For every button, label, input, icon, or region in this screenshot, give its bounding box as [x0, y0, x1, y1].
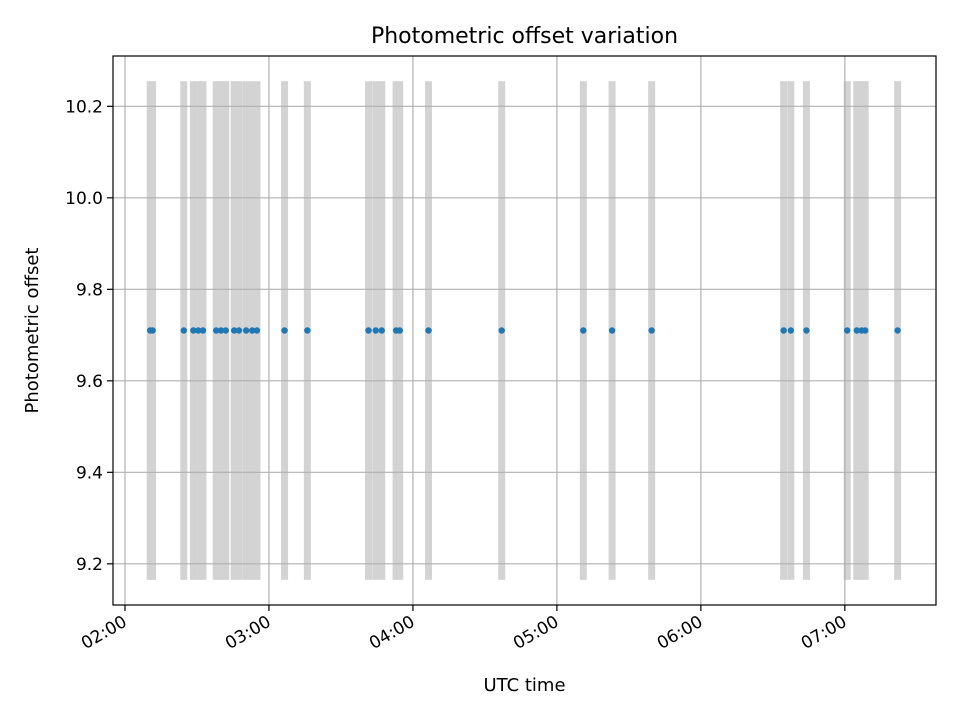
data-point — [894, 327, 901, 334]
data-point — [803, 327, 810, 334]
data-point — [372, 327, 379, 334]
data-point — [648, 327, 655, 334]
y-tick-label: 9.2 — [76, 555, 103, 575]
data-point — [235, 327, 243, 334]
data-point — [190, 327, 197, 334]
data-point — [149, 327, 156, 334]
plot-frame — [112, 55, 937, 606]
data-point — [222, 327, 229, 334]
data-point — [365, 327, 372, 334]
data-point — [787, 327, 795, 334]
y-tick-label: 10.2 — [65, 97, 103, 117]
data-point — [230, 327, 238, 334]
data-point — [498, 327, 505, 334]
data-point — [608, 327, 616, 334]
data-points — [146, 327, 901, 334]
data-point — [425, 327, 432, 334]
data-point — [853, 327, 861, 334]
data-point — [199, 327, 207, 334]
data-point — [281, 327, 288, 334]
data-point — [862, 327, 869, 334]
data-point — [180, 327, 187, 334]
data-point — [844, 327, 851, 334]
data-point — [396, 327, 403, 334]
data-point — [242, 327, 250, 334]
data-point — [304, 327, 311, 334]
data-point — [212, 327, 220, 334]
data-point — [248, 327, 256, 334]
data-point — [217, 327, 225, 334]
y-tick-label: 9.6 — [76, 372, 103, 392]
y-axis-label: Photometric offset — [22, 248, 43, 414]
chart-title: Photometric offset variation — [371, 24, 678, 49]
data-point — [194, 327, 202, 334]
data-point — [580, 327, 587, 334]
y-tick-label: 9.4 — [76, 463, 103, 483]
y-tick-label: 9.8 — [76, 280, 103, 300]
data-point — [378, 327, 385, 334]
data-point — [780, 327, 787, 334]
grid-lines — [113, 56, 936, 605]
data-point — [253, 327, 261, 334]
y-tick-label: 10.0 — [65, 189, 103, 209]
y-axis-ticks: 9.2 9.4 9.6 9.8 10.0 10.2 — [65, 97, 113, 575]
x-axis-label: UTC time — [483, 675, 565, 696]
